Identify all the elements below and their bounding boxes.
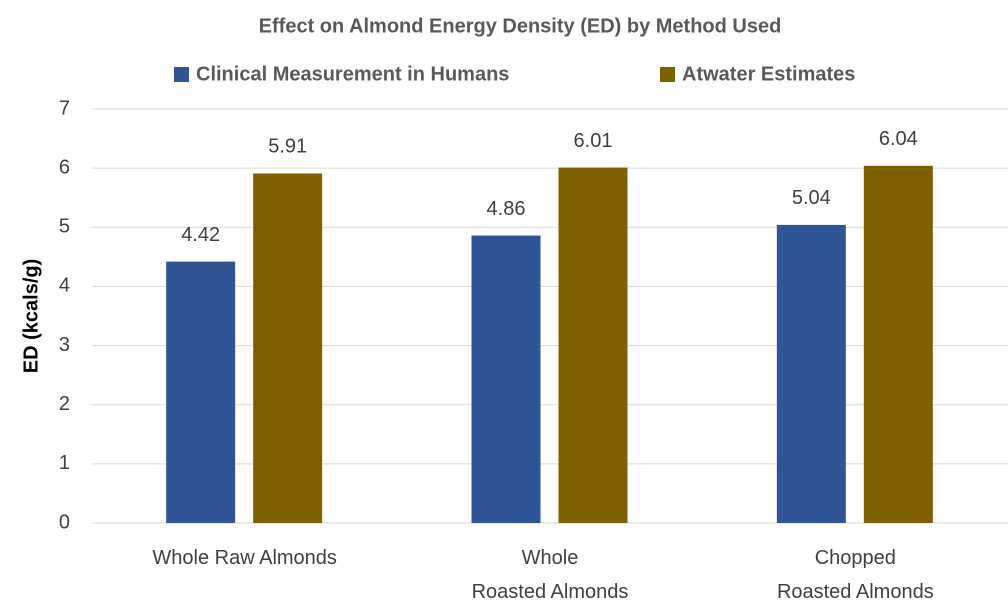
bar — [253, 173, 323, 524]
x-tick-label: Whole Roasted Almonds — [472, 547, 629, 603]
y-tick-label: 0 — [59, 511, 70, 533]
data-label: 5.91 — [268, 136, 307, 158]
x-tick-label: Whole Raw Almonds — [152, 547, 337, 569]
bar — [863, 165, 933, 523]
y-tick-label: 4 — [59, 275, 70, 297]
bar — [776, 224, 846, 524]
chart-title: Effect on Almond Energy Density (ED) by … — [259, 15, 782, 37]
bar — [471, 235, 541, 523]
y-tick-label: 3 — [59, 334, 70, 356]
bar — [166, 261, 236, 523]
legend-label: Atwater Estimates — [682, 63, 855, 85]
bar — [558, 167, 628, 523]
y-tick-label: 2 — [59, 393, 70, 415]
y-axis-label: ED (kcals/g) — [20, 259, 42, 373]
data-label: 4.86 — [487, 198, 526, 220]
y-tick-label: 1 — [59, 452, 70, 474]
legend-swatch — [660, 67, 675, 82]
data-label: 4.42 — [181, 224, 220, 246]
data-label: 6.04 — [879, 128, 918, 150]
legend-label: Clinical Measurement in Humans — [196, 63, 509, 85]
y-tick-label: 7 — [59, 97, 70, 119]
y-tick-label: 5 — [59, 216, 70, 238]
y-tick-label: 6 — [59, 156, 70, 178]
legend-swatch — [174, 67, 189, 82]
data-label: 6.01 — [574, 130, 613, 152]
x-tick-label: Chopped Roasted Almonds — [777, 547, 934, 603]
data-label: 5.04 — [792, 187, 831, 209]
